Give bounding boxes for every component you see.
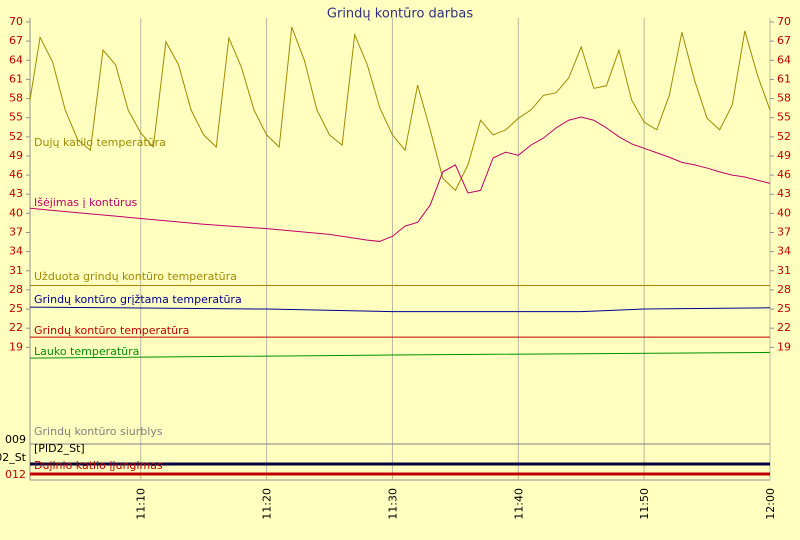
y-tick-label-right: 19 xyxy=(777,340,791,353)
y-tick-label: 70 xyxy=(9,15,23,28)
y-tick-label: 19 xyxy=(9,340,23,353)
y-tick-label-right: 70 xyxy=(777,15,791,28)
x-tick-label: 11:10 xyxy=(135,488,148,520)
y-tick-label: 46 xyxy=(9,168,23,181)
y-tick-label-right: 61 xyxy=(777,72,791,85)
y-tick-label: 64 xyxy=(9,53,23,66)
series-label: Užduota grindų kontūro temperatūra xyxy=(34,270,237,283)
y-tick-label-right: 22 xyxy=(777,321,791,334)
y-tick-label: 34 xyxy=(9,245,23,258)
series-label: Lauko temperatūra xyxy=(34,345,139,358)
y-tick-label-right: 28 xyxy=(777,283,791,296)
y-tick-label-right: 46 xyxy=(777,168,791,181)
series-line xyxy=(29,306,771,313)
y-tick-label-right: 25 xyxy=(777,302,791,315)
x-tick-label: 11:20 xyxy=(261,488,274,520)
y-tick-label-right: 67 xyxy=(777,34,791,47)
y-tick-label: 37 xyxy=(9,226,23,239)
y-tick-label: 52 xyxy=(9,130,23,143)
digital-label: Dujinio katilo įjungimas xyxy=(34,459,163,472)
y-tick-label: 40 xyxy=(9,206,23,219)
y-tick-label: 25 xyxy=(9,302,23,315)
x-tick-label: 11:40 xyxy=(512,488,525,520)
y-tick-label-right: 40 xyxy=(777,206,791,219)
series-label: Grindų kontūro grįžtama temperatūra xyxy=(34,293,242,306)
y-tick-label-right: 37 xyxy=(777,226,791,239)
x-tick-label: 11:30 xyxy=(386,488,399,520)
y-tick-label: 22 xyxy=(9,321,23,334)
series-label: Dujų katilo temperatūra xyxy=(34,136,166,149)
y-tick-label: 43 xyxy=(9,187,23,200)
y-tick-label-right: 34 xyxy=(777,245,791,258)
y-tick-label: 31 xyxy=(9,264,23,277)
y-tick-label: 55 xyxy=(9,111,23,124)
series-line xyxy=(29,351,771,359)
lane-label: 02_St xyxy=(0,451,27,464)
x-tick-label: 11:50 xyxy=(638,488,651,520)
chart-title: Grindų kontūro darbas xyxy=(327,7,473,22)
digital-label: [PID2_St] xyxy=(34,442,85,455)
y-tick-label-right: 52 xyxy=(777,130,791,143)
lane-label: 012 xyxy=(5,468,26,481)
y-tick-label-right: 43 xyxy=(777,187,791,200)
y-tick-label-right: 58 xyxy=(777,92,791,105)
digital-label: Grindų kontūro siurblys xyxy=(34,425,163,438)
y-tick-label-right: 64 xyxy=(777,53,791,66)
y-tick-label: 49 xyxy=(9,149,23,162)
y-tick-label-right: 31 xyxy=(777,264,791,277)
y-tick-label: 58 xyxy=(9,92,23,105)
y-tick-label: 61 xyxy=(9,72,23,85)
series-label: Grindų kontūro temperatūra xyxy=(34,324,189,337)
x-tick-label: 12:00 xyxy=(764,488,777,520)
series-label: Išėjimas į kontūrus xyxy=(34,196,138,209)
y-tick-label: 67 xyxy=(9,34,23,47)
y-tick-label: 28 xyxy=(9,283,23,296)
lane-label: 009 xyxy=(5,433,26,446)
y-tick-label-right: 49 xyxy=(777,149,791,162)
series-line xyxy=(29,116,771,242)
y-tick-label-right: 55 xyxy=(777,111,791,124)
series-line xyxy=(29,26,771,192)
